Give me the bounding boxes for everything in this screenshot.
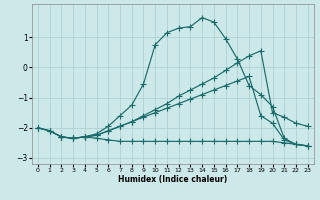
X-axis label: Humidex (Indice chaleur): Humidex (Indice chaleur) — [118, 175, 228, 184]
